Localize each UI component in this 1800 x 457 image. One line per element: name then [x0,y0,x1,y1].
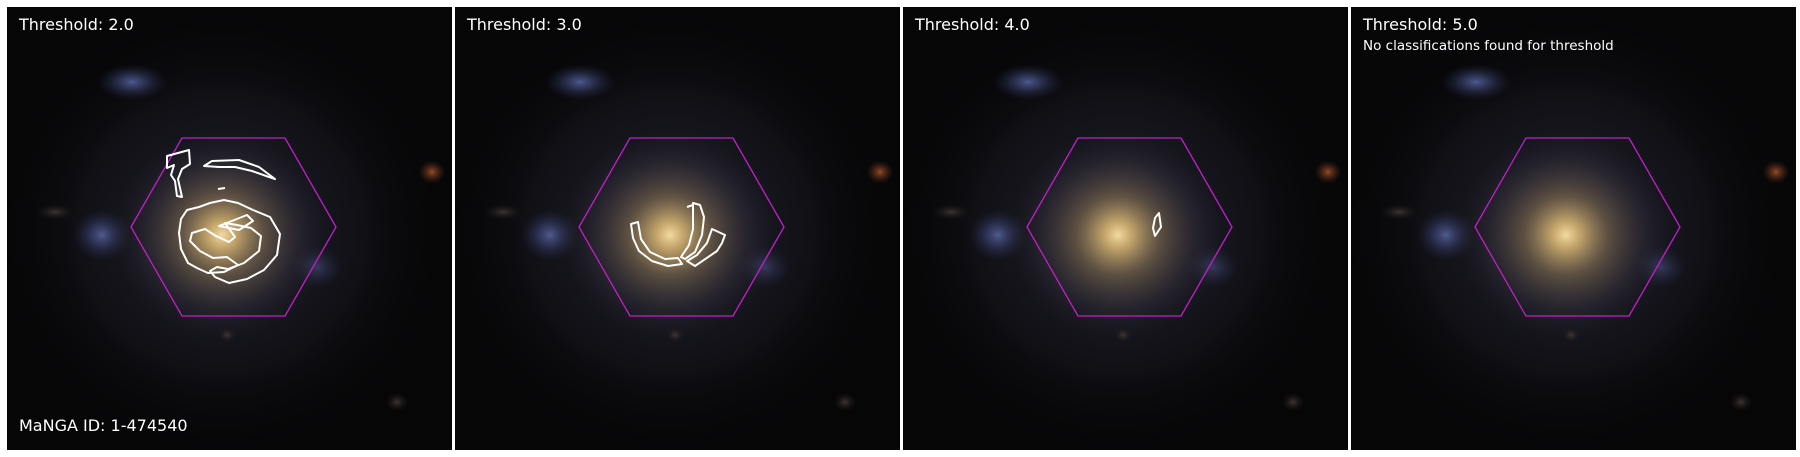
no-classifications-note: No classifications found for threshold [1363,38,1614,54]
hexagon-outline [578,137,785,317]
hexagon-outline [130,137,337,317]
classification-contours [166,149,281,284]
galaxy-image [7,7,452,450]
panel-threshold-3: Threshold: 3.0 [455,7,900,450]
galaxy-image [903,7,1348,450]
panel-title: Threshold: 2.0 [19,15,134,34]
panel-threshold-2: Threshold: 2.0 MaNGA ID: 1-474540 [7,7,452,450]
classification-contours [630,202,726,267]
panel-threshold-4: Threshold: 4.0 [903,7,1348,450]
galaxy-image [455,7,900,450]
hexagon-outline [1026,137,1233,317]
galaxy-id-label: MaNGA ID: 1-474540 [19,416,188,435]
panel-title: Threshold: 3.0 [467,15,582,34]
hexagon-outline [1474,137,1681,317]
panel-title: Threshold: 5.0 [1363,15,1478,34]
galaxy-image [1351,7,1796,450]
classification-contours [1152,212,1162,237]
panel-threshold-5: Threshold: 5.0 No classifications found … [1351,7,1796,450]
panel-title: Threshold: 4.0 [915,15,1030,34]
